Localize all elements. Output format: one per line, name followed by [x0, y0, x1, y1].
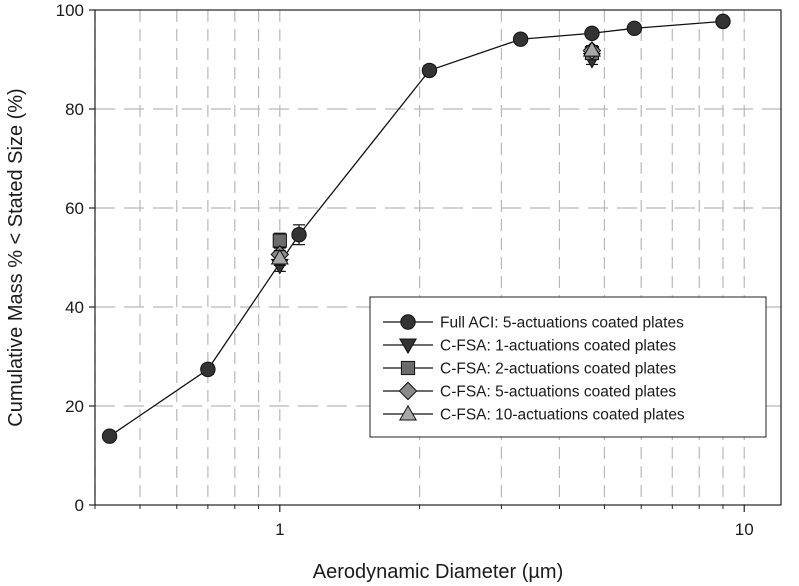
data-point — [101, 428, 118, 444]
y-tick-label: 0 — [75, 496, 84, 515]
ticks-layer: 0 20 40 60 80 100 1 10 — [56, 1, 754, 539]
data-point — [270, 248, 289, 265]
data-point — [584, 25, 600, 41]
data-point — [626, 20, 643, 37]
legend-marker — [400, 314, 416, 330]
legend-marker — [400, 360, 416, 376]
series-4 — [270, 41, 602, 264]
legend-label: C-FSA: 2-actuations coated plates — [440, 361, 676, 378]
series-3 — [272, 45, 600, 249]
legend-marker — [398, 381, 418, 401]
data-point — [291, 227, 307, 243]
data-point — [200, 361, 216, 378]
series-2 — [270, 53, 601, 275]
legend-items: Full ACI: 5-actuations coated plates C-FS… — [383, 314, 685, 424]
y-tick-label: 40 — [65, 298, 84, 317]
legend-label: C-FSA: 1-actuations coated plates — [440, 338, 676, 355]
x-axis-title: Aerodynamic Diameter (µm) — [313, 561, 563, 583]
y-tick-label: 20 — [65, 397, 84, 416]
series-1 — [101, 13, 731, 444]
legend-marker — [398, 404, 418, 421]
data-point — [715, 13, 731, 30]
data-point — [512, 31, 529, 47]
legend-item: Full ACI: 5-actuations coated plates — [383, 314, 684, 332]
data-point — [582, 40, 601, 57]
legend: Full ACI: 5-actuations coated plates C-FS… — [369, 296, 767, 438]
legend-label: Full ACI: 5-actuations coated plates — [440, 315, 684, 332]
legend-item: C-FSA: 2-actuations coated plates — [383, 361, 676, 378]
legend-box — [369, 296, 767, 438]
x-tick-label: 1 — [275, 520, 284, 539]
y-tick-label: 100 — [56, 1, 84, 20]
legend-item: C-FSA: 5-actuations coated plates — [383, 381, 676, 401]
legend-label: C-FSA: 5-actuations coated plates — [440, 384, 676, 401]
y-tick-label: 60 — [65, 199, 84, 218]
y-axis-title: Cumulative Mass % < Stated Size (%) — [5, 88, 27, 426]
data-point — [421, 62, 438, 79]
legend-marker — [398, 338, 418, 355]
series-5 — [270, 40, 601, 267]
y-tick-label: 80 — [65, 100, 84, 119]
x-tick-label: 10 — [735, 520, 754, 539]
series-layer — [101, 13, 731, 444]
legend-item: C-FSA: 10-actuations coated plates — [383, 404, 685, 424]
plot-frame — [94, 9, 782, 506]
legend-item: C-FSA: 1-actuations coated plates — [383, 338, 676, 355]
legend-label: C-FSA: 10-actuations coated plates — [440, 407, 685, 424]
